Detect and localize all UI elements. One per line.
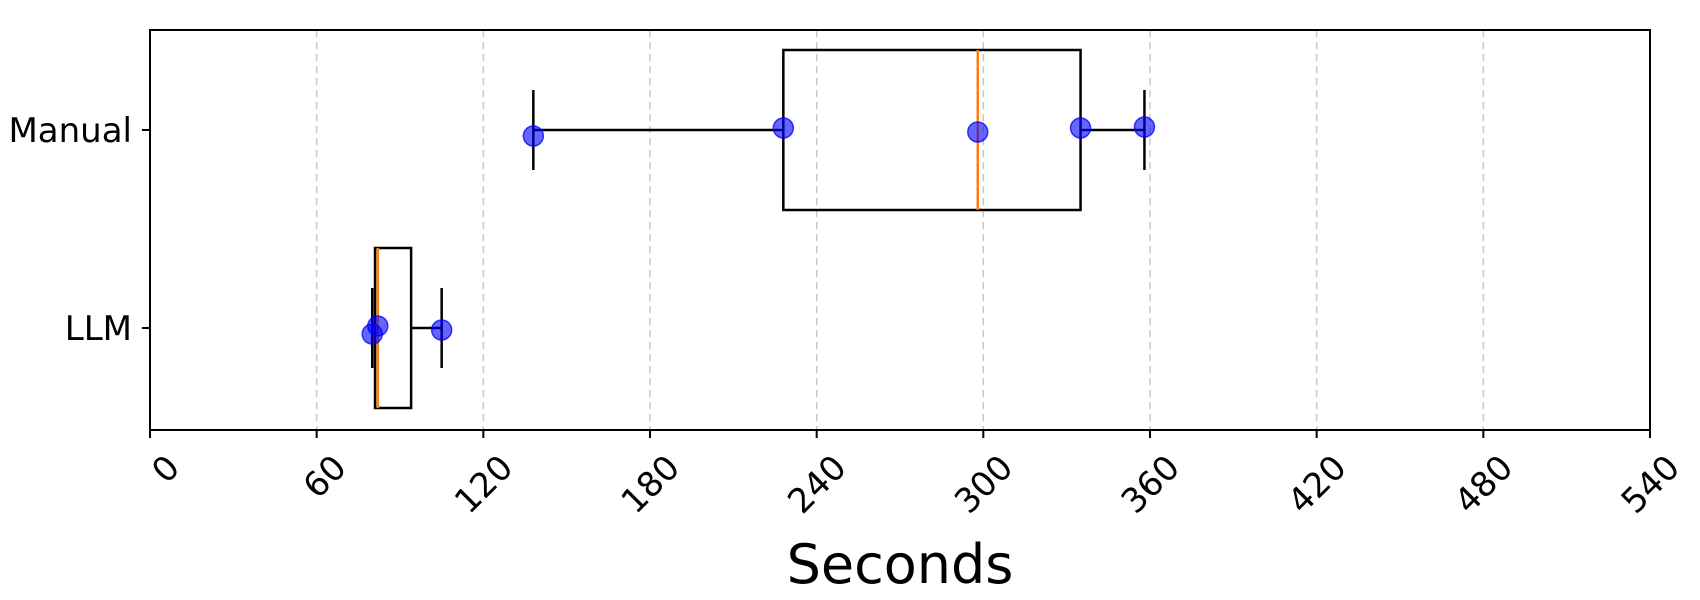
data-point-LLM-1 [367,315,389,337]
x-tick-label-300: 300 [947,448,1021,522]
x-tick-label-540: 540 [1614,448,1688,522]
data-points [361,116,1156,345]
x-tick-label-60: 60 [296,448,355,507]
data-point-LLM-2 [430,319,453,341]
x-tick-label-240: 240 [780,448,854,522]
y-tick-label-Manual: Manual [8,111,132,151]
x-axis-title: Seconds [787,533,1014,596]
data-point-Manual-4 [1133,116,1156,138]
x-axis-ticks: 0 60 120 180 240 300 360 420 480 540 [144,430,1688,522]
data-point-Manual-1 [772,117,795,139]
data-point-Manual-3 [1069,117,1092,139]
x-tick-label-360: 360 [1114,448,1188,522]
grid-lines [315,30,1485,430]
x-tick-label-120: 120 [447,448,521,522]
box-Manual [532,48,1146,212]
x-tick-label-180: 180 [614,448,688,522]
x-tick-label-480: 480 [1447,448,1521,522]
data-point-Manual-2 [967,121,989,143]
plot-area [149,29,1651,431]
y-tick-label-LLM: LLM [65,309,132,349]
x-tick-label-420: 420 [1280,448,1354,522]
box-iqr [782,48,1082,212]
data-point-Manual-0 [522,125,545,147]
x-tick-label-0: 0 [144,448,188,492]
box-series [370,48,1146,410]
y-axis-ticks: Manual LLM [8,111,150,349]
